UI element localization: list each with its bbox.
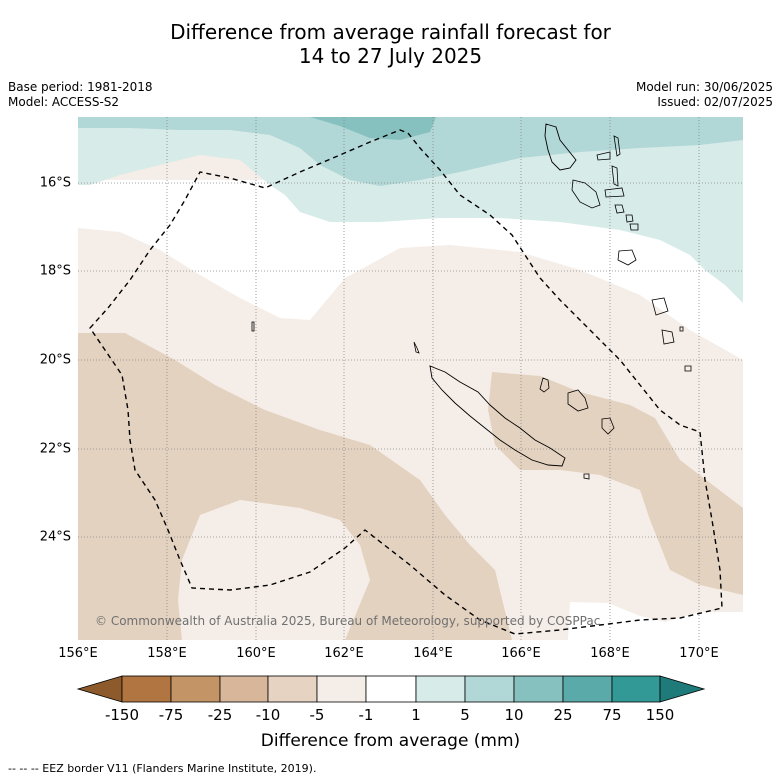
lon-label: 168°E	[590, 646, 630, 661]
aneityum-island	[661, 329, 675, 345]
ambrym-island	[604, 187, 625, 198]
belep-islands	[413, 341, 420, 354]
ambae-island	[596, 151, 611, 161]
colorbar-bin	[513, 675, 564, 703]
colorbar-bin	[365, 675, 417, 703]
lifou-island	[567, 389, 589, 412]
ouvea-island	[539, 377, 550, 393]
title-line-2: 14 to 27 July 2025	[298, 44, 483, 68]
colorbar-bin	[415, 675, 466, 703]
copyright-credit: © Commonwealth of Australia 2025, Bureau…	[95, 614, 601, 628]
colorbar-bin	[267, 675, 318, 703]
futuna-aniwa-islands	[679, 326, 684, 332]
colorbar-label: -25	[207, 706, 233, 724]
lat-label: 20°S	[39, 352, 71, 368]
lon-label: 166°E	[501, 646, 541, 661]
eez-legend: -- -- -- EEZ border V11 (Flanders Marine…	[8, 762, 317, 775]
colorbar-bin	[316, 675, 367, 703]
colorbar-title: Difference from average (mm)	[260, 731, 521, 751]
tanna-island	[651, 297, 669, 316]
wet-light-region	[78, 117, 743, 303]
new-caledonia-island	[429, 365, 566, 467]
dry-region-east	[488, 372, 743, 595]
lon-label: 156°E	[58, 646, 98, 661]
lon-label: 160°E	[236, 646, 276, 661]
wet-medium-region	[78, 117, 743, 186]
lon-label: 164°E	[413, 646, 453, 661]
wet-dark-patch	[310, 117, 436, 140]
base-period: Base period: 1981-2018	[8, 80, 153, 94]
colorbar-bin	[170, 675, 221, 703]
model-name: Model: ACCESS-S2	[8, 95, 120, 109]
colorbar-bin	[121, 675, 172, 703]
lat-label: 24°S	[39, 529, 71, 545]
colorbar	[76, 675, 706, 703]
colorbar-label: -10	[255, 706, 281, 724]
right-metadata: Model run: 30/06/2025 Issued: 02/07/2025	[636, 80, 773, 110]
graticule	[78, 117, 743, 640]
efate-island	[629, 223, 639, 231]
colorbar-label: 75	[602, 706, 622, 724]
colorbar-label: 25	[553, 706, 573, 724]
lat-label: 16°S	[39, 175, 71, 191]
near-average-band	[78, 180, 743, 360]
chesterfield-reef	[251, 321, 255, 332]
colorbar-bin	[611, 675, 661, 703]
mare-island	[601, 417, 615, 435]
title-line-1: Difference from average rainfall forecas…	[170, 20, 611, 44]
issued-date: Issued: 02/07/2025	[657, 95, 773, 109]
colorbar-extend-high	[659, 675, 706, 703]
erromango-island	[617, 249, 637, 266]
lat-label: 18°S	[39, 263, 71, 279]
colorbar-label: -75	[158, 706, 184, 724]
lon-label: 158°E	[147, 646, 187, 661]
colorbar-label: 10	[504, 706, 524, 724]
colorbar-label: -1	[358, 706, 374, 724]
lon-label: 162°E	[324, 646, 364, 661]
colorbar-bin	[464, 675, 515, 703]
epi-island	[614, 204, 625, 214]
left-metadata: Base period: 1981-2018 Model: ACCESS-S2	[8, 80, 153, 110]
colorbar-label: 1	[411, 706, 421, 724]
walpole-island	[583, 473, 590, 480]
colorbar-label: 5	[460, 706, 470, 724]
malakula-island	[571, 179, 601, 209]
colorbar-label: -150	[104, 706, 140, 724]
model-run: Model run: 30/06/2025	[635, 80, 773, 94]
colorbar-bin	[562, 675, 613, 703]
maewo-island	[613, 135, 621, 157]
lat-label: 22°S	[39, 441, 71, 457]
colorbar-label: 150	[645, 706, 675, 724]
map-area	[78, 117, 743, 640]
colorbar-bin	[219, 675, 269, 703]
shepherd-islands	[625, 214, 634, 223]
lon-label: 170°E	[679, 646, 719, 661]
southeast-islet	[684, 365, 692, 372]
pentecost-island	[611, 165, 619, 187]
map-title: Difference from average rainfall forecas…	[0, 20, 781, 68]
espiritu-santo-island	[544, 123, 577, 171]
colorbar-label: -5	[309, 706, 325, 724]
colorbar-extend-low	[76, 675, 123, 703]
dry-light-inner	[178, 500, 370, 640]
